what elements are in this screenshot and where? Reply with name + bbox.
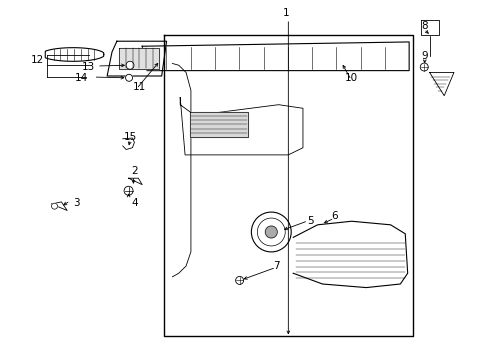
- Polygon shape: [119, 48, 159, 69]
- Circle shape: [251, 212, 291, 252]
- Text: 12: 12: [31, 55, 44, 65]
- Polygon shape: [122, 138, 134, 149]
- Polygon shape: [142, 42, 408, 71]
- Circle shape: [235, 276, 243, 284]
- Polygon shape: [429, 72, 453, 96]
- Text: 7: 7: [272, 261, 279, 271]
- Circle shape: [419, 63, 427, 71]
- Polygon shape: [420, 21, 438, 35]
- Polygon shape: [52, 202, 67, 211]
- Text: 9: 9: [421, 51, 427, 61]
- Polygon shape: [293, 221, 407, 288]
- Polygon shape: [164, 35, 412, 336]
- Text: 4: 4: [131, 198, 138, 208]
- Circle shape: [125, 74, 132, 81]
- Polygon shape: [180, 98, 303, 155]
- Polygon shape: [189, 112, 248, 137]
- Circle shape: [124, 186, 133, 195]
- Polygon shape: [45, 48, 103, 61]
- Polygon shape: [107, 41, 166, 76]
- Text: 14: 14: [75, 73, 88, 83]
- Text: 3: 3: [73, 198, 80, 208]
- Text: 11: 11: [133, 82, 146, 92]
- Text: 2: 2: [131, 166, 138, 176]
- Text: 6: 6: [331, 211, 337, 221]
- Polygon shape: [128, 178, 142, 185]
- Text: 1: 1: [282, 8, 288, 18]
- Text: 5: 5: [306, 216, 313, 226]
- Text: 8: 8: [421, 21, 427, 31]
- Circle shape: [126, 61, 134, 69]
- Circle shape: [51, 203, 58, 209]
- Text: 15: 15: [123, 132, 136, 142]
- Text: 13: 13: [82, 62, 95, 72]
- Circle shape: [265, 226, 277, 238]
- Text: 10: 10: [345, 73, 358, 83]
